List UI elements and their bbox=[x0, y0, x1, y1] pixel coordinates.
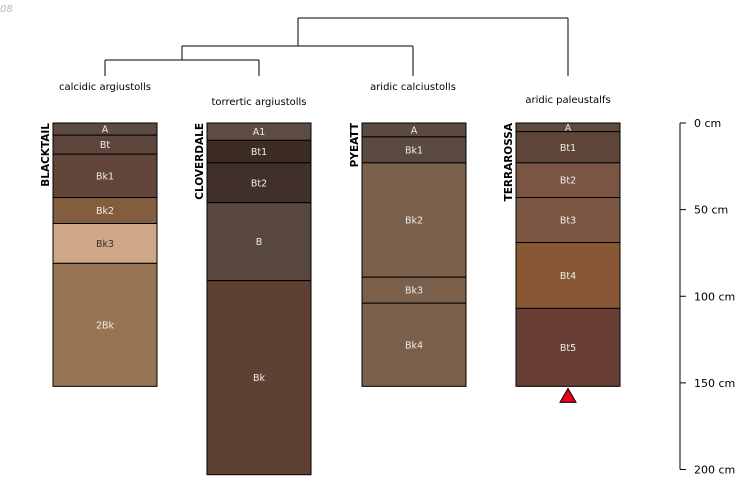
horizon-label: Bk bbox=[253, 373, 266, 384]
profile-blacktail: A Bt Bk1 Bk2 Bk3 2Bk BLACKTAIL bbox=[40, 122, 158, 387]
horizon-label: A1 bbox=[253, 127, 266, 138]
profile-name: PYEATT bbox=[349, 122, 361, 167]
horizon bbox=[515, 242, 621, 309]
horizon-label: A bbox=[102, 125, 109, 136]
profile-name: CLOVERDALE bbox=[194, 123, 206, 200]
horizon bbox=[52, 222, 158, 264]
horizon-label: 2Bk bbox=[96, 320, 115, 331]
horizon bbox=[515, 162, 621, 199]
horizon-label: Bk3 bbox=[405, 286, 423, 297]
horizon bbox=[206, 162, 312, 204]
horizon-label: Bk2 bbox=[96, 206, 114, 217]
horizon-label: Bk4 bbox=[405, 340, 423, 351]
horizon-label: Bk3 bbox=[96, 239, 114, 250]
horizon-label: Bt1 bbox=[251, 147, 267, 158]
horizon-label: Bt2 bbox=[560, 176, 576, 187]
dendrogram bbox=[104, 17, 569, 76]
horizon bbox=[361, 162, 467, 278]
horizon bbox=[52, 262, 158, 387]
profile-name: TERRAROSSA bbox=[503, 122, 515, 201]
profile-pyeatt: A Bk1 Bk2 Bk3 Bk4 PYEATT bbox=[349, 122, 467, 387]
horizon-label: Bt bbox=[100, 140, 111, 151]
axis-tick-label: 200 cm bbox=[694, 464, 735, 477]
horizon-label: Bt3 bbox=[560, 216, 576, 227]
profile-name: BLACKTAIL bbox=[40, 123, 52, 187]
horizon-label: B bbox=[256, 237, 263, 248]
horizon bbox=[515, 131, 621, 164]
horizon bbox=[52, 153, 158, 199]
horizon bbox=[515, 307, 621, 387]
horizon bbox=[52, 197, 158, 224]
horizon bbox=[206, 280, 312, 476]
horizon-label: Bt2 bbox=[251, 178, 267, 189]
axis-tick-label: 100 cm bbox=[694, 290, 735, 303]
group-label: torrertic argiustolls bbox=[211, 97, 306, 108]
horizon-label: A bbox=[565, 123, 572, 134]
horizon-label: Bk1 bbox=[96, 171, 114, 182]
profile-terrarossa: A Bt1 Bt2 Bt3 Bt4 Bt5 TERRAROSSA bbox=[503, 122, 621, 403]
horizon bbox=[206, 202, 312, 282]
horizon bbox=[361, 136, 467, 164]
group-label: calcidic argiustolls bbox=[59, 82, 151, 93]
group-label: aridic calciustolls bbox=[370, 82, 456, 93]
bottom-marker-icon bbox=[559, 387, 577, 403]
horizon-label: Bk1 bbox=[405, 145, 423, 156]
soil-profiles: A Bt Bk1 Bk2 Bk3 2Bk BLACKTAIL A1 Bt1 Bt2 B Bk CLOVE… bbox=[40, 122, 621, 476]
axis-tick-label: 50 cm bbox=[694, 204, 728, 217]
horizon-label: A bbox=[411, 125, 418, 136]
profile-cloverdale: A1 Bt1 Bt2 B Bk CLOVERDALE bbox=[194, 122, 312, 476]
group-label: aridic paleustalfs bbox=[525, 95, 610, 106]
horizon bbox=[515, 197, 621, 244]
depth-axis: 0 cm 50 cm 100 cm 150 cm 200 cm bbox=[679, 117, 735, 477]
horizon bbox=[361, 276, 467, 304]
horizon-label: Bk2 bbox=[405, 216, 423, 227]
axis-tick-label: 150 cm bbox=[694, 377, 735, 390]
horizon bbox=[361, 302, 467, 387]
horizon-label: Bt1 bbox=[560, 143, 576, 154]
horizon-label: Bt5 bbox=[560, 343, 576, 354]
group-labels: calcidic argiustolls torrertic argiustoll… bbox=[59, 82, 611, 108]
axis-tick-label: 0 cm bbox=[694, 117, 721, 130]
corner-label: 08 bbox=[0, 4, 13, 15]
horizon-label: Bt4 bbox=[560, 271, 576, 282]
